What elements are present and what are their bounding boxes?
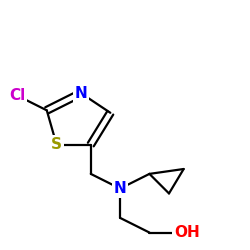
Text: OH: OH <box>174 225 200 240</box>
Text: N: N <box>114 181 126 196</box>
Text: S: S <box>51 137 62 152</box>
Text: Cl: Cl <box>9 88 26 103</box>
Text: N: N <box>74 86 88 101</box>
